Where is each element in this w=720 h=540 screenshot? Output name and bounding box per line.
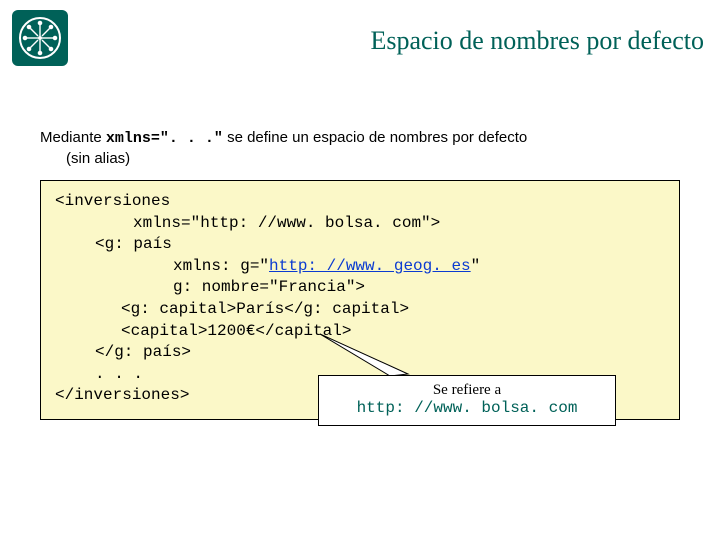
- callout-box: Se refiere a http: //www. bolsa. com: [318, 375, 616, 426]
- intro-prefix: Mediante: [40, 129, 106, 146]
- code-line: <g: país: [55, 234, 665, 256]
- callout-url: http: //www. bolsa. com: [327, 399, 607, 417]
- intro-code: xmlns=". . .": [106, 130, 223, 147]
- page-title: Espacio de nombres por defecto: [370, 26, 704, 56]
- code-line: <capital>1200€</capital>: [55, 321, 665, 343]
- code-line: xmlns: g="http: //www. geog. es": [55, 256, 665, 278]
- intro-line2: (sin alias): [40, 149, 690, 169]
- logo-seal-icon: [18, 16, 62, 60]
- code-line: <inversiones: [55, 191, 665, 213]
- intro-suffix: se define un espacio de nombres por defe…: [223, 129, 527, 146]
- intro-text: Mediante xmlns=". . ." se define un espa…: [40, 128, 690, 170]
- geog-url-link[interactable]: http: //www. geog. es: [269, 257, 471, 275]
- code-line: xmlns="http: //www. bolsa. com">: [55, 213, 665, 235]
- code-line: <g: capital>París</g: capital>: [55, 299, 665, 321]
- callout-text: Se refiere a: [327, 382, 607, 399]
- code-line: </g: país>: [55, 342, 665, 364]
- code-line: g: nombre="Francia">: [55, 277, 665, 299]
- brand-logo: [12, 10, 68, 66]
